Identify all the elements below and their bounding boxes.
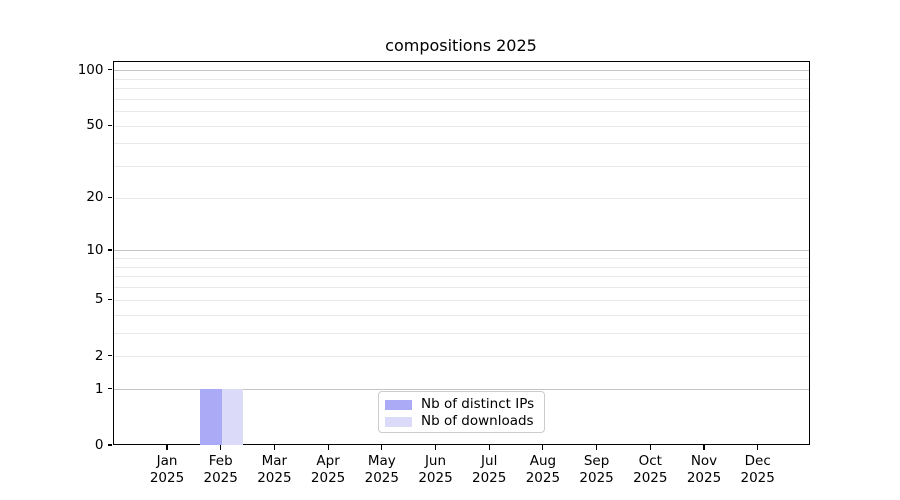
- x-axis-tick-label: Jan 2025: [149, 453, 185, 486]
- x-axis-tick-mark: [327, 445, 329, 450]
- y-axis-tick-mark: [108, 388, 112, 390]
- x-axis-tick-label: May 2025: [364, 453, 399, 486]
- x-axis-tick-mark: [434, 445, 437, 450]
- x-axis-tick-mark: [220, 445, 222, 450]
- gridline-minor-y3: [113, 332, 809, 334]
- gridline-major-y100: [113, 70, 809, 72]
- x-axis-tick-mark: [757, 445, 759, 450]
- x-axis-tick-mark: [703, 445, 705, 450]
- gridline-minor-y60: [113, 111, 809, 113]
- gridline-minor-y40: [113, 143, 809, 145]
- y-axis-tick-label: 5: [94, 291, 104, 308]
- y-axis-tick-label: 20: [86, 189, 104, 206]
- x-axis-tick-mark: [649, 445, 651, 450]
- x-axis-tick-mark: [488, 445, 490, 450]
- x-axis-tick-mark: [166, 445, 168, 450]
- gridline-minor-y5: [113, 299, 809, 301]
- x-axis-tick-label: Sep 2025: [579, 453, 614, 486]
- x-axis-tick-label: Feb 2025: [203, 453, 238, 486]
- bar-nb-of-distinct-ips: [200, 388, 222, 445]
- y-axis-tick-mark: [108, 69, 112, 71]
- gridline-minor-y50: [113, 125, 809, 127]
- x-axis-tick-label: Dec 2025: [740, 453, 775, 486]
- y-axis-tick-mark: [108, 249, 112, 251]
- chart-title: compositions 2025: [385, 36, 537, 55]
- gridline-minor-y2: [113, 356, 809, 358]
- y-axis-tick-label: 10: [86, 241, 104, 258]
- x-axis-tick-mark: [596, 445, 598, 450]
- legend-row-downloads: Nb of downloads: [385, 413, 544, 430]
- gridline-major-y10: [113, 250, 809, 252]
- x-axis-tick-label: Oct 2025: [633, 453, 668, 486]
- legend-swatch-downloads: [385, 416, 412, 427]
- legend-label-distinct-ips: Nb of distinct IPs: [421, 396, 535, 412]
- y-axis-tick-label: 1: [94, 380, 104, 397]
- gridline-minor-y9: [113, 258, 809, 260]
- gridline-minor-y20: [113, 197, 809, 199]
- gridline-minor-y8: [113, 266, 809, 268]
- y-axis-tick-label: 100: [77, 61, 104, 78]
- y-axis-tick-mark: [108, 355, 112, 357]
- x-axis-tick-label: Mar 2025: [257, 453, 292, 486]
- y-axis-tick-mark: [108, 196, 112, 198]
- y-axis-tick-mark: [108, 444, 112, 446]
- y-axis-tick-mark: [108, 124, 112, 126]
- gridline-minor-y4: [113, 314, 809, 316]
- y-axis-tick-label: 50: [86, 117, 104, 134]
- gridline-minor-y90: [113, 78, 809, 80]
- gridline-minor-y7: [113, 276, 809, 278]
- gridline-minor-y30: [113, 166, 809, 168]
- x-axis-tick-mark: [381, 445, 383, 450]
- gridline-minor-y80: [113, 88, 809, 90]
- gridline-major-y1: [113, 389, 809, 391]
- x-axis-tick-mark: [273, 445, 275, 450]
- legend-swatch-distinct-ips: [385, 399, 412, 410]
- y-axis-tick-label: 2: [94, 347, 104, 364]
- x-axis-tick-label: Nov 2025: [686, 453, 722, 486]
- gridline-minor-y70: [113, 98, 809, 100]
- bar-nb-of-downloads: [221, 388, 244, 445]
- x-axis-tick-label: Jun 2025: [418, 453, 453, 486]
- x-axis-tick-mark: [542, 445, 544, 450]
- legend: Nb of distinct IPs Nb of downloads: [378, 391, 545, 433]
- plot-area: [112, 60, 810, 445]
- x-axis-tick-label: Aug 2025: [525, 453, 561, 486]
- legend-label-downloads: Nb of downloads: [421, 413, 534, 429]
- x-axis-tick-label: Apr 2025: [310, 453, 346, 486]
- gridline-minor-y6: [113, 287, 809, 289]
- y-axis-tick-mark: [108, 298, 112, 300]
- x-axis-tick-label: Jul 2025: [472, 453, 507, 486]
- legend-row-distinct-ips: Nb of distinct IPs: [385, 396, 544, 413]
- y-axis-tick-label: 0: [94, 437, 104, 453]
